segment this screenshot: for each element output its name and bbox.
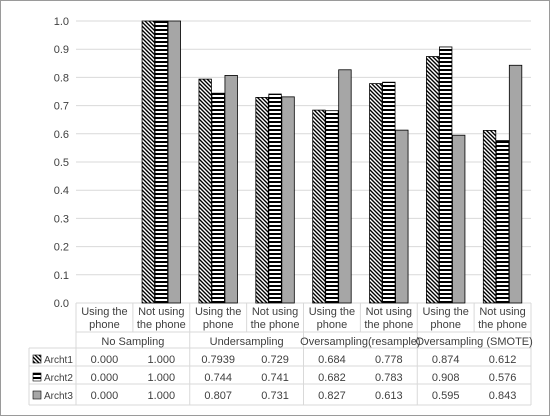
bar-archt1 bbox=[255, 97, 269, 304]
category-label: Not using the phone bbox=[251, 306, 300, 331]
bar-archt1 bbox=[198, 78, 212, 304]
y-tick-label: 0.7 bbox=[54, 101, 69, 113]
group-label: Undersampling bbox=[210, 336, 284, 348]
table-cell: 0.000 bbox=[91, 354, 119, 366]
table-cell: 0.744 bbox=[204, 372, 232, 384]
table-cell: 0.908 bbox=[432, 372, 460, 384]
bar-archt3 bbox=[395, 129, 409, 304]
bar-archt1 bbox=[369, 83, 383, 304]
table-cell: 0.000 bbox=[91, 390, 119, 402]
y-tick-label: 0.1 bbox=[54, 270, 69, 282]
bar-archt1 bbox=[312, 109, 326, 304]
bar-archt2 bbox=[382, 81, 396, 304]
bar-archt2 bbox=[268, 93, 282, 304]
category-label: Not using the phone bbox=[364, 306, 413, 331]
legend-swatch bbox=[32, 354, 42, 364]
bars bbox=[141, 20, 523, 304]
table-cell: 0.783 bbox=[375, 372, 403, 384]
bar-archt3 bbox=[281, 96, 295, 304]
table-cell: 0.807 bbox=[204, 390, 232, 402]
table-cell: 0.7939 bbox=[201, 354, 235, 366]
table-cell: 0.684 bbox=[318, 354, 346, 366]
y-tick-label: 0.6 bbox=[54, 129, 69, 141]
table-cell: 0.612 bbox=[489, 354, 517, 366]
table-cell: 1.000 bbox=[148, 390, 176, 402]
bar-archt3 bbox=[452, 134, 466, 304]
y-tick-label: 1.0 bbox=[54, 16, 69, 28]
table-cell: 0.741 bbox=[261, 372, 289, 384]
y-tick-label: 0.3 bbox=[54, 213, 69, 225]
data-table bbox=[28, 303, 532, 406]
y-tick-label: 0.0 bbox=[54, 298, 69, 310]
category-label: Using the phone bbox=[195, 306, 241, 331]
table-cell: 0.613 bbox=[375, 390, 403, 402]
y-tick-label: 0.4 bbox=[54, 185, 69, 197]
bar-archt1 bbox=[482, 130, 497, 304]
y-tick-label: 0.5 bbox=[54, 157, 69, 169]
category-label: Using the phone bbox=[81, 306, 127, 331]
legend-swatch bbox=[32, 372, 42, 382]
category-label: Using the phone bbox=[422, 306, 468, 331]
chart-text: 0.0 0.1 0.2 0.3 0.4 0.5 0.6 0.7 0.8 0.9 1.0 No Samp… bbox=[32, 16, 533, 402]
legend-swatch bbox=[32, 390, 42, 400]
bar-archt2 bbox=[325, 110, 339, 304]
bar-archt1 bbox=[426, 56, 440, 304]
legend-label: Archt2 bbox=[44, 373, 73, 384]
table-cell: 0.731 bbox=[261, 390, 289, 402]
group-label: No Sampling bbox=[101, 336, 164, 348]
bar-archt2 bbox=[439, 46, 453, 304]
table-cell: 0.576 bbox=[489, 372, 517, 384]
bar-archt3 bbox=[224, 75, 238, 304]
table-cell: 1.000 bbox=[148, 372, 176, 384]
category-label: Not using the phone bbox=[478, 306, 527, 331]
bar-archt3 bbox=[508, 64, 523, 304]
bar-archt3 bbox=[338, 69, 352, 304]
table-cell: 0.682 bbox=[318, 372, 346, 384]
group-label: Oversampling (SMOTE) bbox=[415, 336, 532, 348]
y-tick-label: 0.2 bbox=[54, 242, 69, 254]
bar-archt3 bbox=[167, 20, 181, 304]
table-cell: 0.729 bbox=[261, 354, 289, 366]
group-label: Oversampling(resample) bbox=[300, 336, 420, 348]
bar-archt1 bbox=[141, 20, 155, 304]
y-tick-label: 0.9 bbox=[54, 44, 69, 56]
category-label: Using the phone bbox=[309, 306, 355, 331]
table-cell: 0.874 bbox=[432, 354, 460, 366]
table-cell: 0.000 bbox=[91, 372, 119, 384]
table-cell: 0.778 bbox=[375, 354, 403, 366]
category-label: Not using the phone bbox=[137, 306, 186, 331]
legend-label: Archt1 bbox=[44, 355, 73, 366]
bar-archt2 bbox=[211, 92, 225, 304]
bar-archt2 bbox=[154, 20, 168, 304]
table-cell: 0.595 bbox=[432, 390, 460, 402]
table-cell: 0.827 bbox=[318, 390, 346, 402]
y-tick-label: 0.8 bbox=[54, 72, 69, 84]
table-cell: 0.843 bbox=[489, 390, 517, 402]
table-cell: 1.000 bbox=[148, 354, 176, 366]
bar-archt2 bbox=[495, 140, 510, 304]
legend-label: Archt3 bbox=[44, 391, 73, 402]
